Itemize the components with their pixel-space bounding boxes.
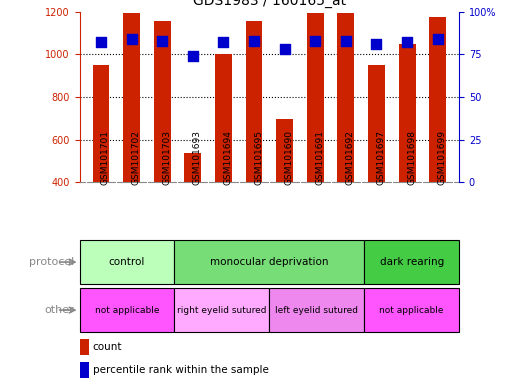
Text: protocol: protocol — [29, 257, 74, 267]
Bar — [338, 13, 354, 182]
Text: count: count — [93, 342, 122, 352]
Bar — [80, 339, 89, 355]
Bar — [184, 153, 201, 182]
Point — [219, 39, 227, 45]
Text: other: other — [45, 305, 74, 315]
Bar — [307, 13, 324, 182]
Point — [97, 39, 105, 45]
Text: GSM101691: GSM101691 — [315, 130, 324, 185]
Text: left eyelid sutured: left eyelid sutured — [275, 306, 358, 314]
Point — [158, 38, 166, 44]
Text: GSM101702: GSM101702 — [131, 130, 141, 185]
Text: GSM101694: GSM101694 — [223, 130, 232, 185]
Point — [403, 39, 411, 45]
Bar — [364, 288, 459, 332]
Text: dark rearing: dark rearing — [380, 257, 444, 267]
Text: control: control — [109, 257, 145, 267]
Text: right eyelid sutured: right eyelid sutured — [177, 306, 267, 314]
Text: percentile rank within the sample: percentile rank within the sample — [93, 365, 269, 375]
Bar — [276, 119, 293, 182]
Point — [281, 46, 289, 52]
Point — [372, 41, 381, 47]
Point — [311, 38, 320, 44]
Bar — [215, 54, 232, 182]
Text: GSM101693: GSM101693 — [193, 130, 202, 185]
Text: GSM101692: GSM101692 — [346, 130, 355, 185]
Text: GSM101701: GSM101701 — [101, 130, 110, 185]
Bar — [399, 43, 416, 182]
Text: GSM101698: GSM101698 — [407, 130, 416, 185]
Text: not applicable: not applicable — [95, 306, 159, 314]
Bar — [174, 240, 364, 284]
Bar — [123, 13, 140, 182]
Title: GDS1983 / 160165_at: GDS1983 / 160165_at — [193, 0, 346, 8]
Text: GSM101690: GSM101690 — [285, 130, 293, 185]
Bar — [368, 65, 385, 182]
Point — [250, 38, 258, 44]
Text: GSM101703: GSM101703 — [162, 130, 171, 185]
Text: GSM101699: GSM101699 — [438, 130, 447, 185]
Point — [189, 53, 197, 59]
Bar — [154, 21, 171, 182]
Text: monocular deprivation: monocular deprivation — [210, 257, 328, 267]
Bar — [92, 65, 109, 182]
Text: not applicable: not applicable — [380, 306, 444, 314]
Bar — [429, 17, 446, 182]
Bar — [269, 288, 364, 332]
Bar — [364, 240, 459, 284]
Text: GSM101695: GSM101695 — [254, 130, 263, 185]
Bar — [80, 240, 174, 284]
Point — [127, 36, 135, 42]
Bar — [174, 288, 269, 332]
Point — [433, 36, 442, 42]
Bar — [80, 362, 89, 378]
Point — [342, 38, 350, 44]
Bar — [246, 21, 263, 182]
Text: GSM101697: GSM101697 — [377, 130, 385, 185]
Bar — [80, 288, 174, 332]
